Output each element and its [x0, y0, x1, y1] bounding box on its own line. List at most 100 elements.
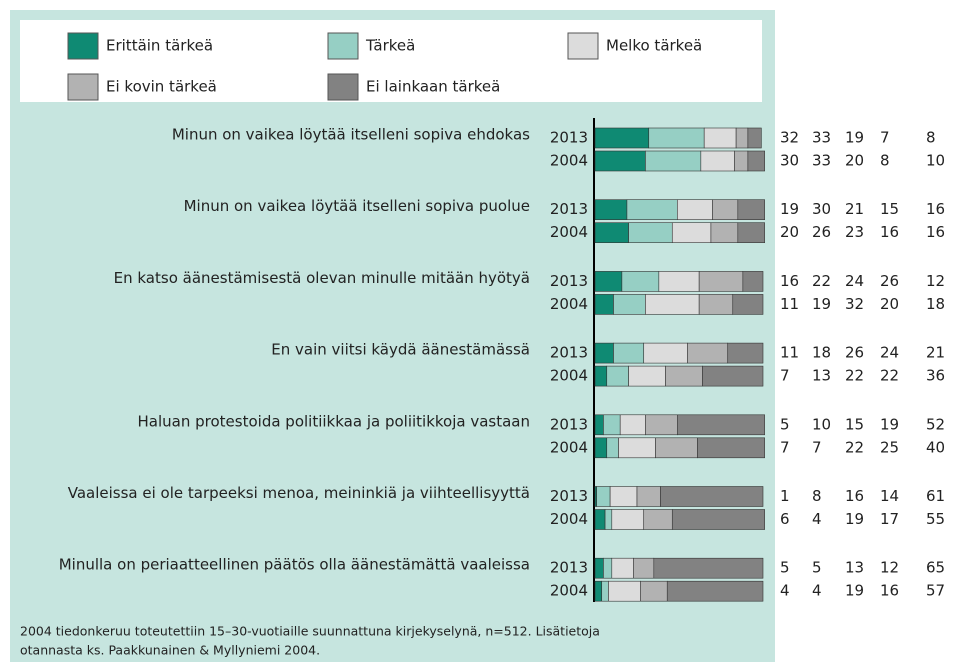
- bar-segment: [727, 342, 764, 364]
- bar-segment: [742, 271, 764, 292]
- bar-segment: [606, 365, 629, 387]
- bar-segment: [655, 437, 698, 459]
- value-label: 7: [780, 367, 790, 385]
- row-label: Minun on vaikea löytää itselleni sopiva …: [172, 126, 530, 144]
- year-label: 2013: [550, 415, 588, 433]
- year-label: 2004: [550, 582, 588, 600]
- year-label: 2004: [550, 510, 588, 528]
- bar-segment: [698, 271, 744, 292]
- value-label: 11: [780, 295, 799, 313]
- row-label: En vain viitsi käydä äänestämässä: [271, 341, 530, 359]
- value-label: 21: [926, 344, 945, 362]
- row-label: Vaaleissa ei ole tarpeeksi menoa, meinin…: [68, 484, 530, 502]
- value-label: 52: [926, 415, 945, 433]
- value-label: 33: [812, 152, 831, 170]
- value-label: 57: [926, 582, 945, 600]
- bar-segment: [594, 580, 603, 602]
- bar-segment: [747, 127, 762, 149]
- bar-segment: [645, 294, 700, 315]
- bar-segment: [712, 199, 739, 220]
- legend-label: Tärkeä: [365, 37, 415, 55]
- bar-segment: [613, 294, 646, 315]
- legend-label: Erittäin tärkeä: [106, 37, 213, 55]
- value-label: 13: [812, 367, 831, 385]
- bar-segment: [732, 294, 764, 315]
- value-label: 24: [845, 272, 864, 290]
- bar-segment: [594, 294, 614, 315]
- value-label: 16: [780, 272, 799, 290]
- value-label: 16: [880, 582, 899, 600]
- legend-swatch: [67, 73, 99, 101]
- bar-segment: [636, 486, 661, 507]
- value-label: 22: [845, 367, 864, 385]
- year-label: 2004: [550, 223, 588, 241]
- bar-segment: [658, 271, 700, 292]
- bar-segment: [747, 150, 765, 172]
- value-label: 11: [780, 344, 799, 362]
- value-label: 8: [880, 152, 890, 170]
- value-label: 4: [812, 582, 822, 600]
- value-label: 26: [845, 344, 864, 362]
- bar-segment: [640, 580, 668, 602]
- value-label: 19: [812, 295, 831, 313]
- bar-segment: [606, 437, 619, 459]
- bar-segment: [737, 222, 765, 243]
- value-label: 40: [926, 438, 945, 456]
- bar-segment: [594, 509, 606, 530]
- value-label: 23: [845, 223, 864, 241]
- legend-swatch: [67, 32, 99, 60]
- value-label: 55: [926, 510, 945, 528]
- bar-segment: [594, 365, 608, 387]
- value-label: 6: [780, 510, 790, 528]
- value-label: 20: [780, 223, 799, 241]
- value-label: 32: [780, 129, 799, 147]
- row-label: Minun on vaikea löytää itselleni sopiva …: [184, 197, 530, 215]
- year-label: 2013: [550, 344, 588, 362]
- value-label: 19: [880, 415, 899, 433]
- bar-segment: [611, 509, 645, 530]
- value-label: 26: [880, 272, 899, 290]
- value-label: 4: [780, 582, 790, 600]
- bar-segment: [698, 294, 734, 315]
- bar-segment: [687, 342, 729, 364]
- bar-segment: [604, 509, 613, 530]
- bar-segment: [700, 150, 735, 172]
- bar-segment: [666, 580, 764, 602]
- bar-segment: [633, 557, 655, 579]
- value-label: 7: [812, 438, 822, 456]
- value-label: 13: [845, 559, 864, 577]
- bar-segment: [626, 199, 678, 220]
- value-label: 1: [780, 487, 790, 505]
- value-label: 15: [880, 200, 899, 218]
- row-label: Haluan protestoida politiikkaa ja poliit…: [138, 412, 530, 430]
- value-label: 22: [845, 438, 864, 456]
- bar-segment: [660, 486, 764, 507]
- value-label: 10: [926, 152, 945, 170]
- value-label: 5: [780, 415, 790, 433]
- bar-segment: [603, 414, 621, 436]
- value-label: 33: [812, 129, 831, 147]
- bar-segment: [677, 199, 713, 220]
- value-label: 61: [926, 487, 945, 505]
- bar-segment: [601, 580, 609, 602]
- bar-segment: [671, 509, 765, 530]
- year-label: 2013: [550, 487, 588, 505]
- bar-segment: [619, 414, 646, 436]
- value-label: 15: [845, 415, 864, 433]
- value-label: 16: [845, 487, 864, 505]
- value-label: 21: [845, 200, 864, 218]
- bar-segment: [643, 342, 688, 364]
- legend-label: Melko tärkeä: [606, 37, 702, 55]
- bar-segment: [653, 557, 764, 579]
- bar-segment: [648, 127, 705, 149]
- bar-segment: [613, 342, 645, 364]
- year-label: 2013: [550, 559, 588, 577]
- year-label: 2013: [550, 200, 588, 218]
- bar-segment: [594, 271, 623, 292]
- value-label: 25: [880, 438, 899, 456]
- bar-segment: [671, 222, 712, 243]
- bar-segment: [628, 222, 673, 243]
- year-label: 2004: [550, 295, 588, 313]
- value-label: 20: [880, 295, 899, 313]
